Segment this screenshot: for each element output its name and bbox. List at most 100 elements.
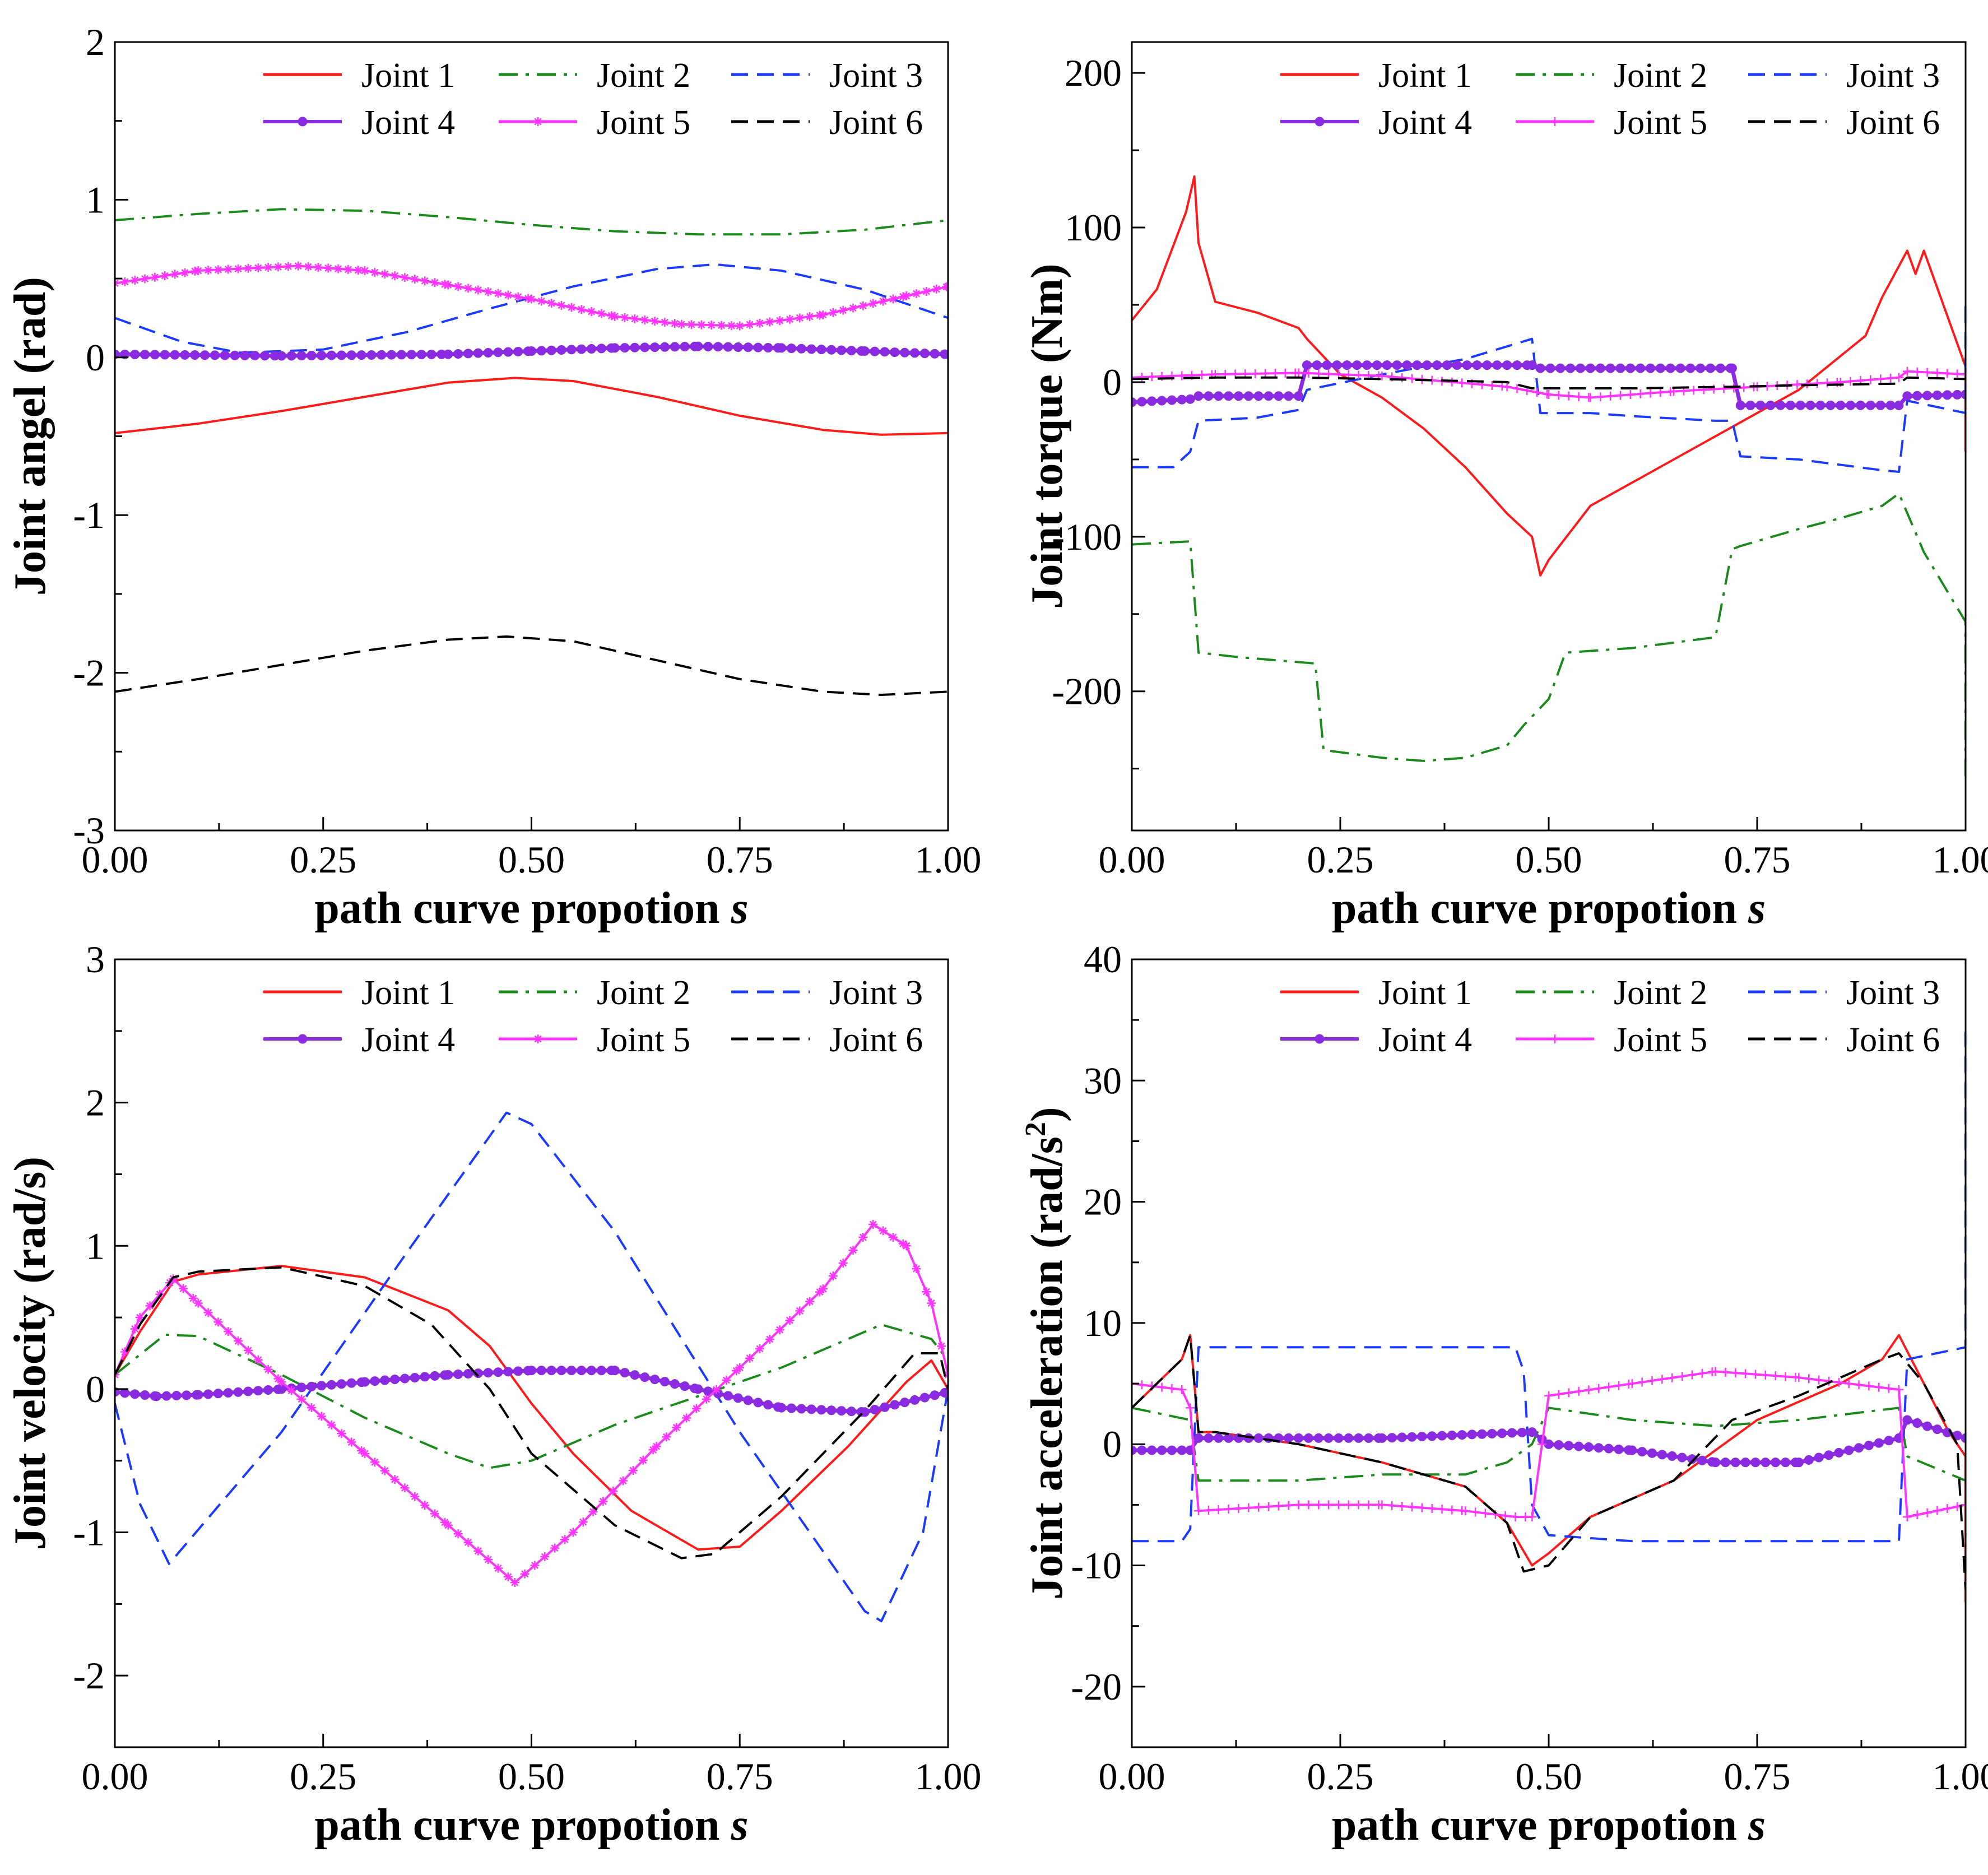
velocity-series-5-markers [115,1219,948,1588]
acceleration-series-4-marker [1794,1458,1804,1468]
angle-x-axis-label-var: s [730,884,748,933]
acceleration-series-5-marker [1480,1509,1490,1518]
acceleration-y-tick-label: 0 [1103,1423,1122,1465]
torque-series-4-marker [1422,360,1432,370]
velocity-series-5-marker [691,1404,701,1413]
acceleration-series-5-marker [1771,1371,1780,1381]
acceleration-series-4-marker [1854,1443,1864,1453]
acceleration-series-4-marker [1253,1433,1264,1443]
torque-legend: Joint 1 Joint 2 Joint 3 Joint 4 Joint 5 Joint… [1280,57,1940,142]
acceleration-series-4-marker [1604,1444,1614,1454]
acceleration-series-4-marker [1750,1458,1761,1468]
torque-legend-item-6: Joint 6 [1748,104,1940,142]
acceleration-series-4-marker [1167,1445,1177,1455]
angle-series-4-marker [713,342,723,352]
velocity-series-4-marker [826,1405,837,1415]
torque-series-4-marker [1912,391,1922,401]
torque-series-4-marker [1755,400,1766,410]
angle-series-5-marker [795,313,805,323]
acceleration-legend-marker-4 [1315,1034,1325,1044]
velocity-series-5-marker [410,1492,420,1501]
velocity-series-5-marker [560,1535,569,1544]
velocity-series-5-marker [775,1325,784,1335]
torque-y-axis-label-text: Joint torque (Nm) [1023,263,1072,609]
angle-series-4-marker [723,342,733,352]
acceleration-series-5-marker [1284,1501,1293,1510]
torque-series-4-marker [1392,360,1402,370]
acceleration-series-4-marker [1834,1447,1844,1458]
velocity-y-tick-label: -1 [73,1511,105,1554]
angle-series-4-marker [733,342,743,352]
velocity-series-5-marker [927,1298,936,1308]
acceleration-series-5-markers [1132,1367,1966,1522]
velocity-series-5-marker [120,1347,129,1357]
velocity-series-5-marker [494,1563,503,1573]
angle-series-5-marker [818,310,828,319]
torque-series-4-marker [1585,363,1595,373]
acceleration-series-5-marker [1244,1503,1253,1512]
velocity-series-4-marker [171,1390,182,1400]
angle-x-axis-label-space [719,884,731,933]
torque-series-4-marker [1795,400,1805,410]
angle-series-5-marker [513,292,523,301]
acceleration-series-5-marker [1544,1391,1553,1400]
velocity-y-tick-label: 2 [86,1082,105,1124]
angle-series-5-marker [193,266,203,276]
acceleration-series-4-marker [1364,1433,1374,1443]
velocity-series-5-marker [453,1529,463,1539]
angle-series-4-marker [397,350,407,360]
torque-series-5-marker [1457,378,1467,388]
velocity-series-4-marker [943,1387,948,1397]
angle-series-4-marker [910,348,920,358]
velocity-legend-item-6: Joint 6 [731,1021,923,1059]
angle-series-5-marker [323,263,333,273]
acceleration-legend-label-5: Joint 5 [1614,1021,1707,1059]
torque-x-tick-label: 0.75 [1724,838,1791,881]
acceleration-legend-item-4: Joint 4 [1280,1021,1472,1059]
torque-series-5-marker [1813,379,1822,388]
velocity-series-4-marker [233,1387,243,1397]
acceleration-series-4-marker [1637,1447,1647,1457]
angle-series-5-marker [370,268,379,277]
angle-series-5-marker [879,296,888,306]
velocity-series-5-marker [317,1412,326,1421]
angle-series-5-marker [120,277,129,286]
acceleration-series-5-marker [1627,1379,1637,1389]
velocity-x-axis-label-text: path curve propotion [314,1800,719,1850]
acceleration-series-5-marker [1834,1377,1843,1387]
velocity-series-4-marker [680,1381,690,1391]
acceleration-series-4-marker [1387,1433,1397,1443]
acceleration-x-axis-label-var: s [1748,1800,1766,1850]
torque-series-4-marker [1566,363,1576,373]
angle-series-5-marker [537,296,546,306]
torque-series-5-marker [1270,369,1280,378]
torque-series-1-line [1132,175,1966,577]
velocity-x-tick-label: 0.00 [82,1755,148,1798]
acceleration-y-axis-label-close: ) [1023,1107,1072,1122]
angle-series-4-marker [115,349,120,359]
velocity-legend-item-5: Joint 5 [499,1021,690,1059]
angle-series-5-marker [717,321,726,330]
angle-legend-item-1: Joint 1 [263,57,455,95]
acceleration-series-4-marker [1720,1458,1730,1468]
velocity-series-4-marker [182,1390,192,1400]
torque-series-4-marker [1167,395,1177,405]
acceleration-series-4-marker [1961,1433,1966,1443]
angle-series-4-marker [317,350,327,360]
angle-chart: 0.00 0.25 0.50 0.75 1.00 -3 -2 -1 0 1 2 path curve … [6,21,982,933]
torque-series-4-marker [1214,391,1224,401]
acceleration-series-4-marker [1594,1443,1604,1453]
torque-series-4-marker [1512,360,1522,370]
velocity-x-tick-label: 0.50 [498,1755,565,1798]
angle-series-5-marker [313,263,323,272]
acceleration-x-axis-label-text: path curve propotion [1332,1800,1737,1850]
velocity-series-5-marker [473,1546,483,1556]
torque-series-4-marker [1615,363,1625,373]
angle-series-5-marker [253,263,263,272]
velocity-legend-item-3: Joint 3 [731,974,923,1012]
velocity-series-4-marker [420,1372,430,1382]
torque-series-4-marker [1735,400,1745,410]
torque-y-tick-label: 200 [1065,52,1122,94]
angle-series-5-marker [707,321,716,330]
angle-legend-item-6: Joint 6 [731,104,923,142]
